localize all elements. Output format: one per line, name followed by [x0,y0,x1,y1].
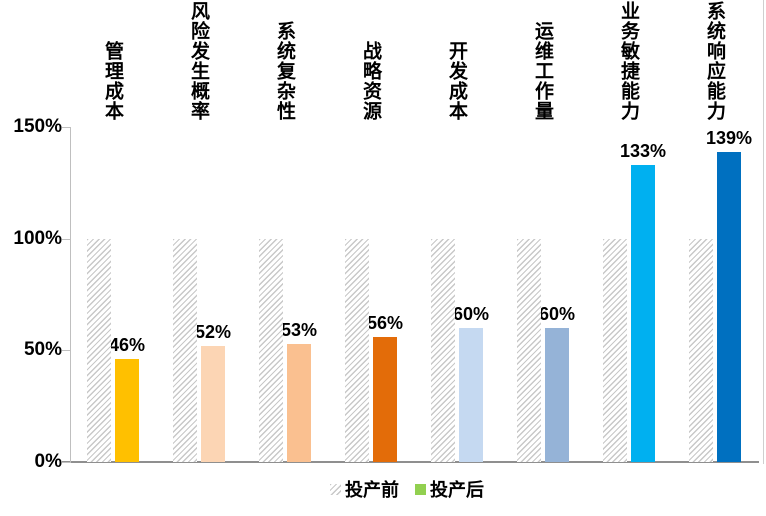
bar-after-launch [717,151,741,462]
bar-after-launch [631,164,655,462]
category-label: 运维工作量 [532,21,553,121]
bar-after-launch [287,343,311,462]
x-axis-line [62,461,759,463]
bar-after-launch [115,359,139,462]
category-label: 战略资源 [360,41,381,121]
legend: 投产前 投产后 [330,476,484,502]
bar-value-label: 53% [280,319,318,340]
y-axis-tick-label: 150% [13,116,62,137]
legend-item-after-launch: 投产后 [415,476,484,502]
bar-before-launch [173,238,197,462]
category-label: 开发成本 [446,41,467,121]
y-tick-mark [62,238,71,240]
legend-label-after-launch: 投产后 [430,480,484,500]
bar-value-label: 56% [366,312,404,333]
bar-before-launch [345,238,369,462]
bar-after-launch [545,328,569,462]
hatched-swatch [330,483,341,495]
category-label: 系统复杂性 [274,21,295,121]
bar-value-label: 52% [194,321,232,342]
y-tick-mark [62,462,71,463]
bar-before-launch [259,238,283,462]
category-label: 管理成本 [102,41,123,121]
bar-value-label: 139% [705,127,753,148]
bar-after-launch [201,345,225,462]
bar-before-launch [517,238,541,462]
legend-label-before-launch: 投产前 [345,480,399,500]
y-axis-tick-label: 100% [13,227,62,249]
y-axis-tick-label: 0% [34,451,62,472]
category-label: 系统响应能力 [704,1,725,121]
y-axis-line [70,127,71,462]
bar-before-launch [689,238,713,462]
y-tick-mark [62,350,71,352]
category-label: 风险发生概率 [188,1,209,121]
bar-value-label: 46% [108,335,146,356]
bar-value-label: 60% [538,304,576,324]
bar-value-label: 133% [619,140,667,161]
y-tick-mark [62,127,71,128]
legend-item-before-launch: 投产前 [330,476,399,502]
bar-after-launch [459,328,483,462]
bar-before-launch [87,238,111,462]
green-swatch [415,483,426,495]
bar-after-launch [373,336,397,462]
bar-before-launch [431,238,455,462]
chart-border [763,0,764,464]
category-label: 业务敏捷能力 [618,1,639,121]
bar-before-launch [603,238,627,462]
y-axis-tick-label: 50% [23,339,62,361]
bar-value-label: 60% [452,304,490,324]
